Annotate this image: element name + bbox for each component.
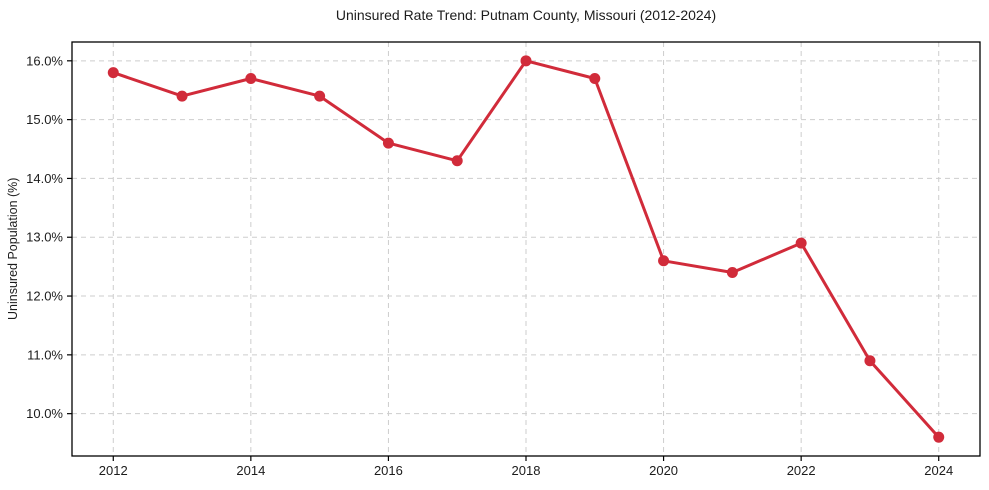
data-point-2017 [451,155,463,167]
x-tick-label: 2020 [649,463,678,478]
data-point-2015 [314,90,326,102]
y-tick-label: 11.0% [27,347,63,362]
x-tick-label: 2018 [512,463,541,478]
data-point-2023 [864,355,876,367]
x-tick-label: 2016 [374,463,403,478]
data-point-2024 [933,431,945,443]
data-point-2018 [520,55,532,67]
data-point-2019 [589,72,601,84]
x-tick-label: 2012 [99,463,128,478]
y-tick-label: 14.0% [26,171,63,186]
data-point-2021 [726,267,738,279]
y-tick-label: 13.0% [26,230,63,245]
x-tick-label: 2024 [924,463,953,478]
y-tick-label: 12.0% [26,289,63,304]
data-point-2014 [245,72,257,84]
data-point-2020 [658,255,670,267]
data-point-2022 [795,237,807,249]
chart-title: Uninsured Rate Trend: Putnam County, Mis… [335,7,717,23]
data-point-2012 [107,67,119,79]
x-tick-label: 2022 [787,463,816,478]
y-tick-label: 10.0% [26,406,63,421]
y-tick-label: 15.0% [26,112,63,127]
y-tick-label: 16.0% [26,53,63,68]
data-point-2016 [382,137,394,149]
y-axis-label: Uninsured Population (%) [6,177,20,321]
data-point-2013 [176,90,188,102]
x-tick-label: 2014 [236,463,265,478]
